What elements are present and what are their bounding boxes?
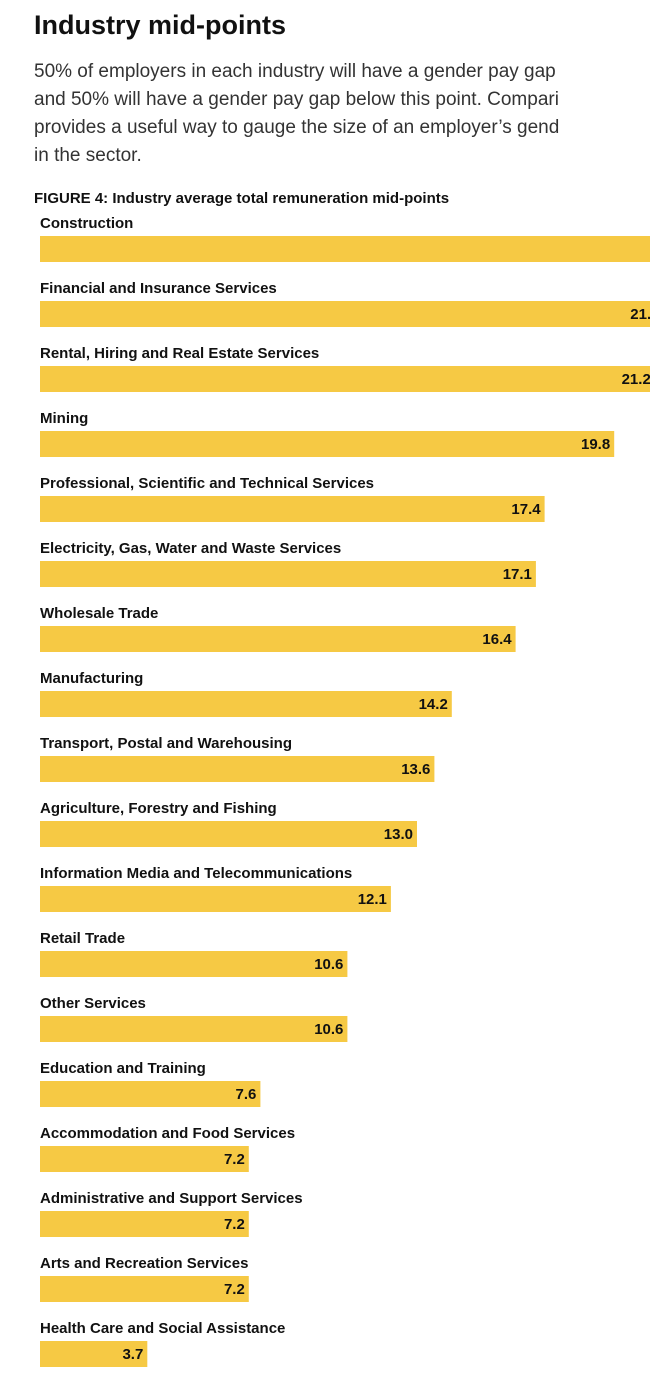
- category-label: Information Media and Telecommunications: [40, 865, 352, 882]
- bar: [40, 1146, 249, 1172]
- value-label: 19.8: [581, 436, 610, 453]
- bar: [40, 561, 536, 587]
- category-label: Accommodation and Food Services: [40, 1125, 295, 1142]
- chart: FIGURE 4: Industry average total remuner…: [34, 190, 650, 1367]
- category-label: Arts and Recreation Services: [40, 1255, 248, 1272]
- paragraph-line: 50% of employers in each industry will h…: [34, 61, 556, 82]
- category-label: Electricity, Gas, Water and Waste Servic…: [40, 540, 341, 557]
- bar: [40, 691, 452, 717]
- bar: [40, 301, 650, 327]
- category-label: Manufacturing: [40, 670, 143, 687]
- category-label: Retail Trade: [40, 930, 125, 947]
- value-label: 17.1: [503, 566, 532, 583]
- bar: [40, 1016, 348, 1042]
- value-label: 12.1: [358, 891, 387, 908]
- value-label: 7.2: [224, 1216, 245, 1233]
- value-label: 16.4: [482, 631, 512, 648]
- bar: [40, 886, 391, 912]
- bar: [40, 236, 650, 262]
- bar: [40, 821, 417, 847]
- paragraph-line: provides a useful way to gauge the size …: [34, 117, 560, 138]
- value-label: 7.2: [224, 1281, 245, 1298]
- category-label: Construction: [40, 215, 133, 232]
- value-label: 14.2: [419, 696, 448, 713]
- bar: [40, 366, 650, 392]
- bar: [40, 1211, 249, 1237]
- paragraph-line: and 50% will have a gender pay gap below…: [34, 89, 559, 110]
- chart-title: FIGURE 4: Industry average total remuner…: [34, 190, 449, 207]
- category-label: Rental, Hiring and Real Estate Services: [40, 345, 319, 362]
- value-label: 13.0: [384, 826, 413, 843]
- bar: [40, 951, 348, 977]
- value-label: 10.6: [314, 1021, 343, 1038]
- bar: [40, 431, 615, 457]
- value-label: 13.6: [401, 761, 430, 778]
- category-label: Other Services: [40, 995, 146, 1012]
- value-label: 21.5: [630, 306, 650, 323]
- value-label: 10.6: [314, 956, 343, 973]
- value-label: 17.4: [511, 501, 541, 518]
- bar: [40, 626, 516, 652]
- bar: [40, 756, 435, 782]
- value-label: 21.2: [622, 371, 650, 388]
- paragraph-line: in the sector.: [34, 145, 142, 166]
- bar: [40, 1276, 249, 1302]
- value-label: 7.2: [224, 1151, 245, 1168]
- category-label: Health Care and Social Assistance: [40, 1320, 285, 1337]
- category-label: Transport, Postal and Warehousing: [40, 735, 292, 752]
- value-label: 7.6: [236, 1086, 257, 1103]
- value-label: 3.7: [122, 1346, 143, 1363]
- category-label: Financial and Insurance Services: [40, 280, 277, 297]
- category-label: Administrative and Support Services: [40, 1190, 303, 1207]
- category-label: Professional, Scientific and Technical S…: [40, 475, 374, 492]
- bar: [40, 1341, 148, 1367]
- category-label: Wholesale Trade: [40, 605, 158, 622]
- bar: [40, 496, 545, 522]
- category-label: Mining: [40, 410, 88, 427]
- bar: [40, 1081, 261, 1107]
- category-label: Agriculture, Forestry and Fishing: [40, 800, 277, 817]
- category-label: Education and Training: [40, 1060, 206, 1077]
- heading: Industry mid-points: [34, 10, 286, 40]
